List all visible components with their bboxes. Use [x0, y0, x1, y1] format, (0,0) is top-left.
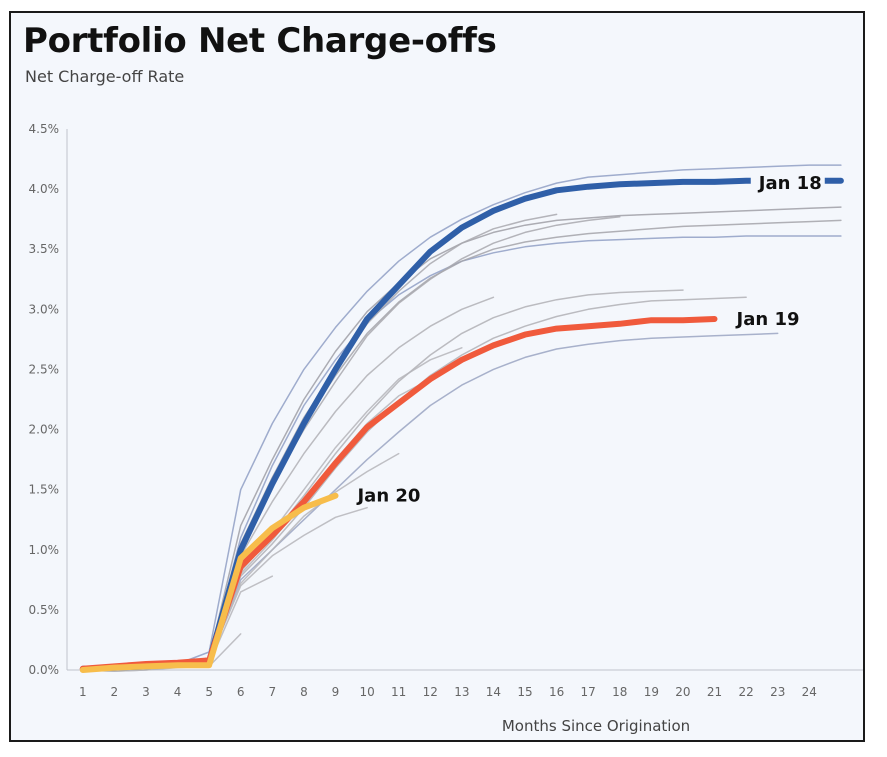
y-tick-label: 0.0%: [29, 663, 60, 677]
x-tick-label: 4: [174, 685, 182, 699]
x-tick-label: 10: [359, 685, 374, 699]
y-tick-label: 4.0%: [29, 182, 60, 196]
x-tick-label: 2: [111, 685, 119, 699]
x-tick-label: 21: [707, 685, 722, 699]
x-tick-label: 22: [738, 685, 753, 699]
series-label: Jan 18: [757, 173, 822, 194]
y-tick-label: 3.5%: [29, 242, 60, 256]
y-tick-label: 1.5%: [29, 483, 60, 497]
x-tick-label: 7: [268, 685, 276, 699]
chart-subtitle: Net Charge-off Rate: [25, 67, 185, 86]
y-tick-label: 0.5%: [29, 603, 60, 617]
x-tick-label: 17: [581, 685, 596, 699]
series-line-background: [82, 219, 842, 670]
series-label: Jan 19: [735, 309, 800, 330]
x-tick-label: 18: [612, 685, 627, 699]
x-tick-label: 13: [454, 685, 469, 699]
series-line-background: [82, 289, 684, 670]
series-line-background: [82, 213, 558, 670]
series-label: Jan 20: [355, 486, 420, 507]
x-tick-label: 5: [205, 685, 213, 699]
y-tick-label: 3.0%: [29, 302, 60, 316]
x-tick-label: 20: [675, 685, 690, 699]
series-line-background: [82, 332, 779, 670]
x-axis-label: Months Since Origination: [502, 717, 690, 735]
x-tick-label: 8: [300, 685, 308, 699]
series-line-background: [82, 506, 368, 670]
x-tick-label: 14: [486, 685, 501, 699]
chart-title: Portfolio Net Charge-offs: [23, 21, 497, 61]
x-tick-label: 3: [142, 685, 150, 699]
x-tick-label: 12: [423, 685, 438, 699]
x-tick-label: 6: [237, 685, 245, 699]
y-tick-label: 2.5%: [29, 362, 60, 376]
x-tick-label: 11: [391, 685, 406, 699]
x-tick-label: 23: [770, 685, 785, 699]
series-line-highlight: [79, 316, 718, 672]
series-line-background: [82, 378, 432, 670]
y-tick-label: 1.0%: [29, 543, 60, 557]
series-line-background: [82, 235, 842, 670]
x-tick-label: 15: [517, 685, 532, 699]
series-line-highlight: [79, 177, 844, 672]
y-tick-label: 4.5%: [29, 122, 60, 136]
x-tick-label: 1: [79, 685, 87, 699]
x-tick-label: 19: [644, 685, 659, 699]
chart-frame: Portfolio Net Charge-offs Net Charge-off…: [9, 11, 865, 742]
series-line-background: [82, 206, 842, 670]
x-tick-label: 9: [332, 685, 340, 699]
line-chart: 0.0% 0.5% 1.0% 1.5% 2.0% 2.5% 3.0% 3.5% 4.0% 4.5%…: [29, 122, 863, 735]
series-label-background: [750, 171, 825, 198]
y-tick-label: 2.0%: [29, 423, 60, 437]
series-line-background: [82, 296, 495, 670]
series-line-highlight: [79, 492, 339, 673]
x-tick-label: 16: [549, 685, 564, 699]
series-line-background: [82, 575, 274, 672]
x-tick-label: 24: [802, 685, 817, 699]
series-line-background: [82, 296, 747, 670]
series-line-background: [82, 164, 842, 670]
